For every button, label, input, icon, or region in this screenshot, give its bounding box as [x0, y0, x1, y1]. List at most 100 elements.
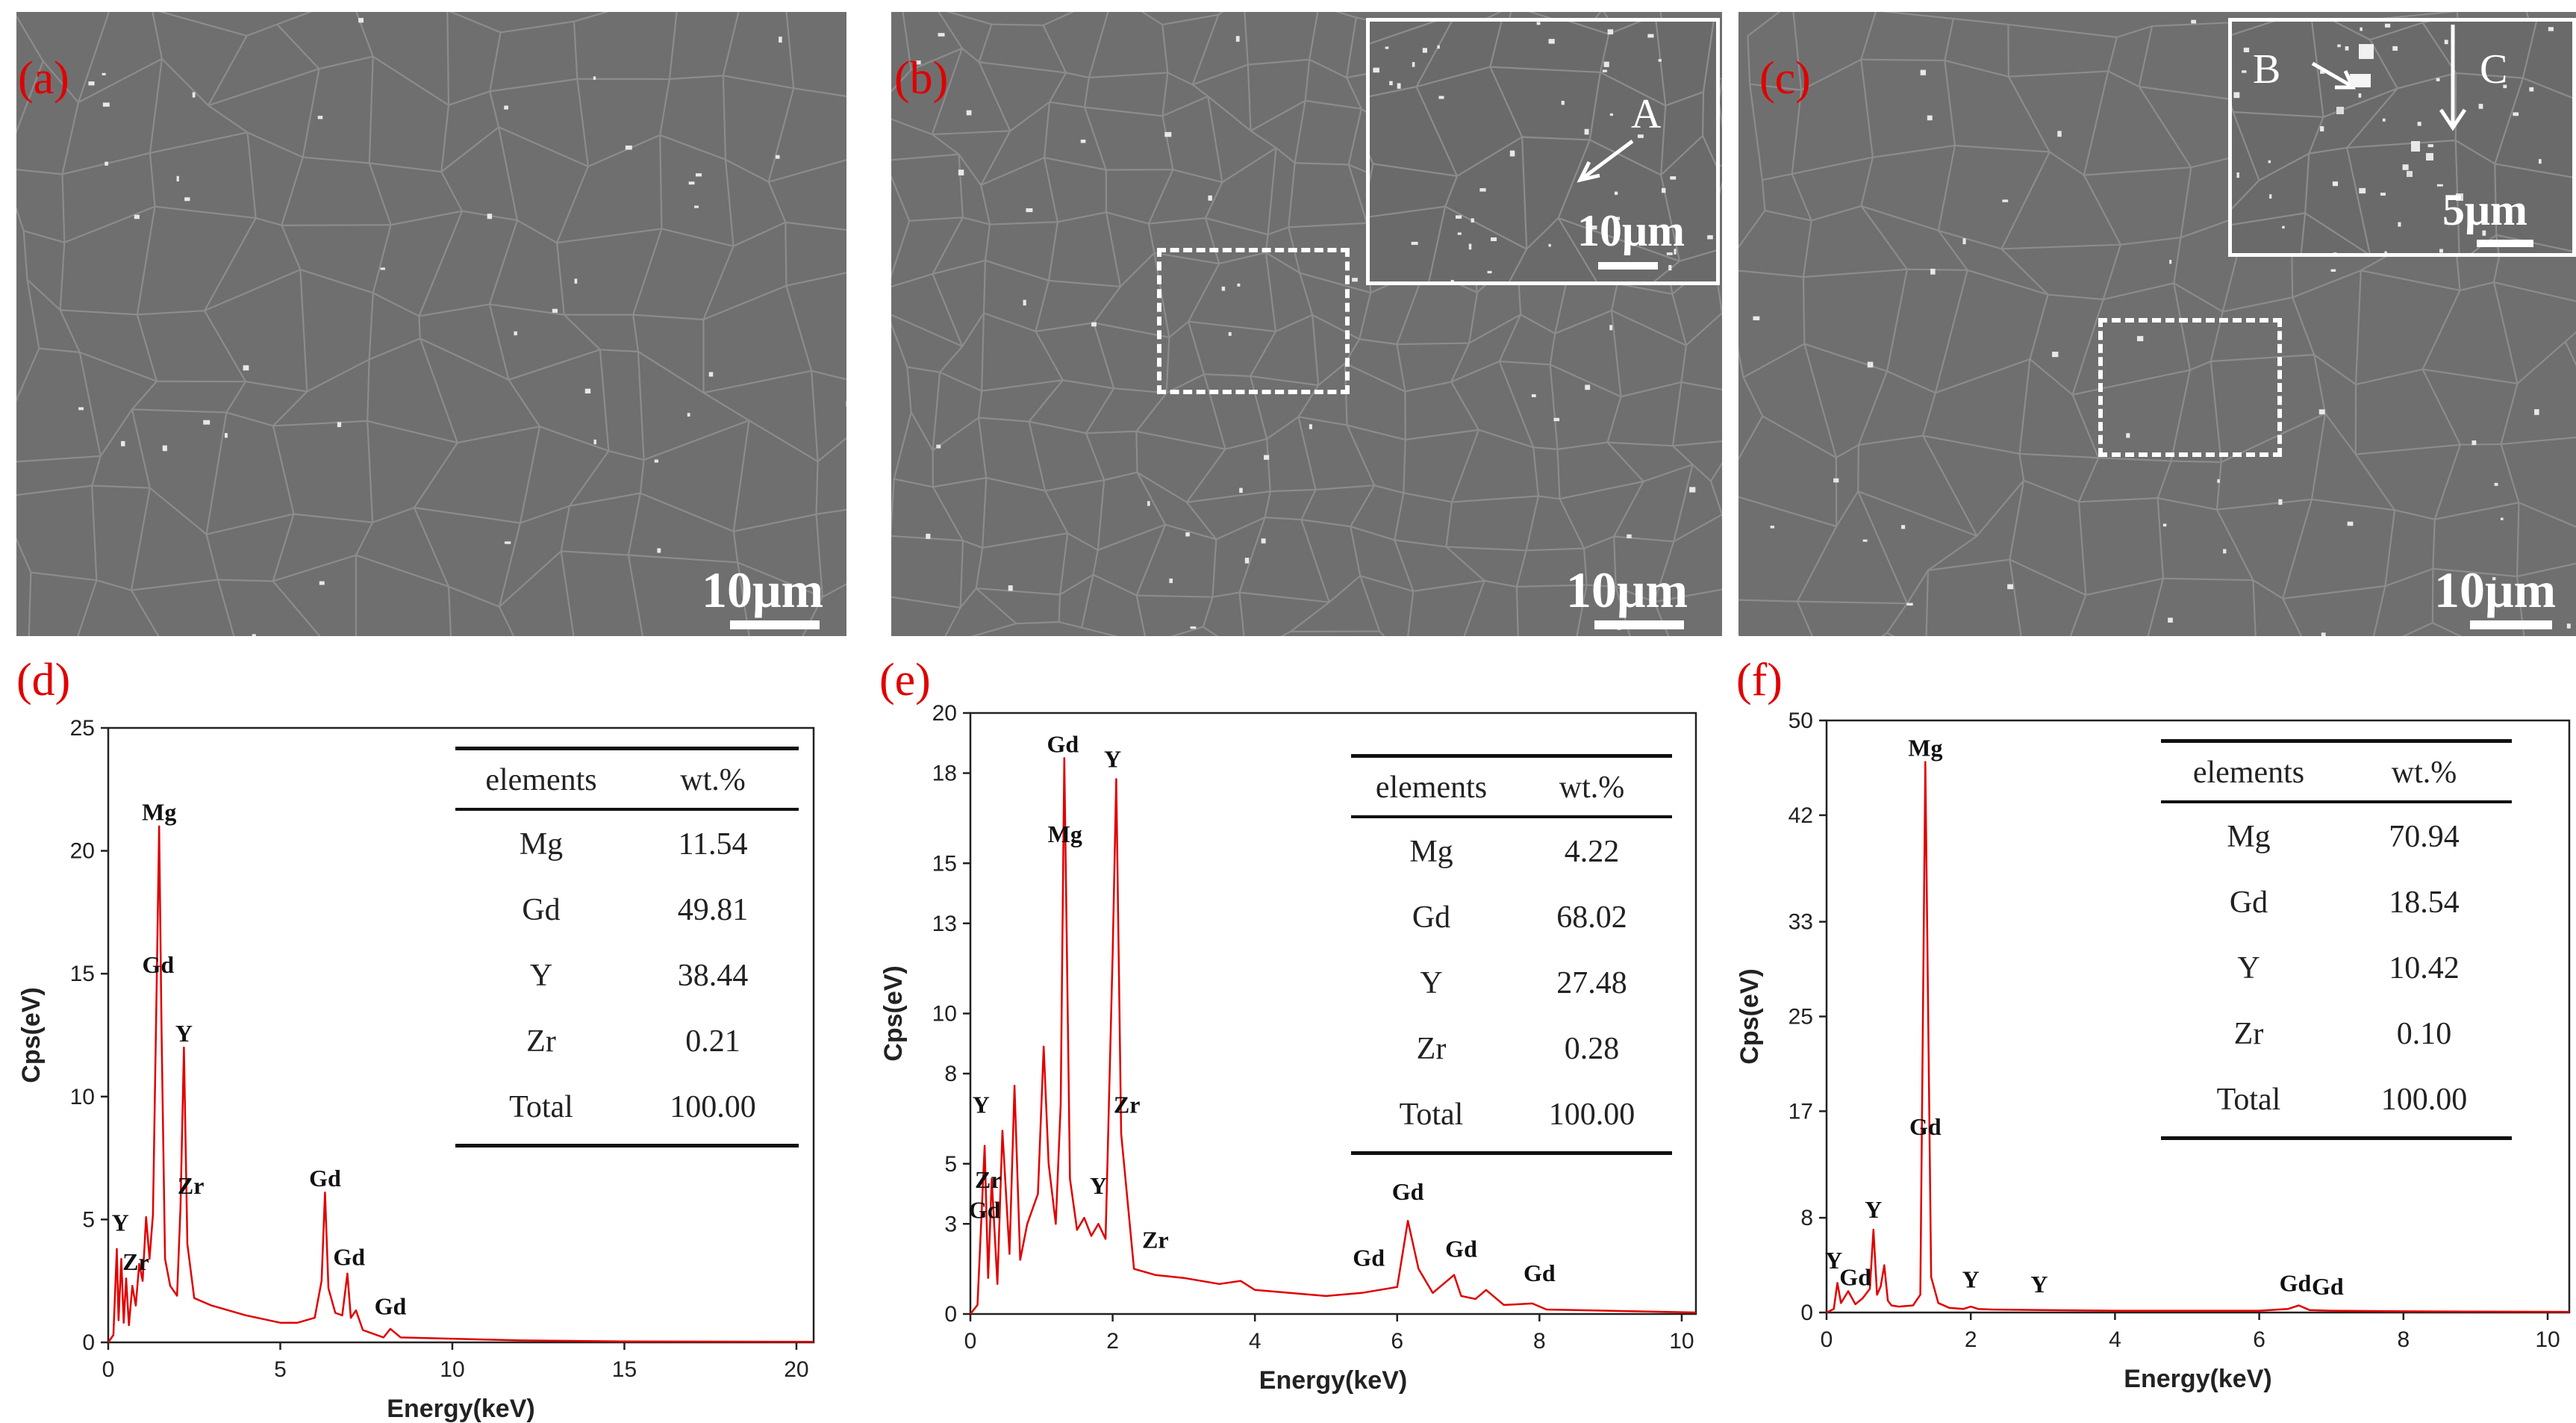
precipitate-particle: [2233, 92, 2240, 99]
grain-boundary: [661, 228, 734, 247]
grain-boundary: [2008, 23, 2118, 38]
grain-boundary: [1927, 558, 2010, 571]
grain-boundary: [931, 48, 964, 135]
grain-boundary: [2078, 497, 2158, 503]
grain-boundary: [2147, 578, 2165, 636]
grain-boundary: [355, 522, 374, 556]
grain-boundary: [368, 56, 374, 164]
grain-boundary: [1394, 539, 1447, 548]
precipitate-particle: [1169, 578, 1173, 583]
grain-boundary: [891, 118, 933, 136]
grain-boundary: [815, 514, 823, 597]
precipitate-particle: [1647, 34, 1654, 38]
grain-texture-a: [16, 12, 846, 636]
grain-boundary: [990, 221, 1058, 225]
grain-boundary: [1204, 373, 1251, 377]
table-cell-wt: 70.94: [2389, 820, 2460, 854]
grain-boundary: [255, 217, 282, 226]
precipitate-particle: [574, 278, 578, 284]
grain-boundary: [2156, 461, 2172, 499]
precipitate-particle: [1397, 83, 1401, 89]
precipitate-particle: [2333, 252, 2337, 253]
grain-boundary: [1161, 72, 1169, 116]
precipitate-particle: [243, 365, 249, 371]
grain-boundary: [1329, 575, 1361, 603]
table-header-wt: wt.%: [1559, 770, 1625, 805]
grain-boundary: [1301, 518, 1351, 528]
precipitate-particle: [1450, 279, 1454, 281]
grain-boundary: [225, 381, 246, 413]
grain-boundary: [767, 87, 795, 182]
table-header-elements: elements: [2192, 756, 2305, 790]
grain-boundary: [1304, 59, 1311, 102]
grain-boundary: [1621, 381, 1682, 398]
grain-boundary: [906, 367, 912, 413]
grain-boundary: [155, 205, 256, 219]
grain-boundary: [1451, 429, 1479, 502]
grain-boundary: [910, 411, 934, 451]
grain-boundary: [1857, 491, 1977, 537]
precipitate-particle: [936, 444, 941, 449]
inset-marker-c: C: [2480, 46, 2508, 93]
grain-boundary: [2311, 498, 2395, 511]
inset-b: A 10μm: [1366, 18, 1720, 285]
precipitate-particle: [1658, 59, 1662, 62]
grain-boundary: [247, 131, 304, 158]
grain-boundary: [985, 259, 1050, 281]
precipitate-particle: [1602, 69, 1607, 72]
grain-boundary: [1373, 163, 1458, 177]
grain-boundary: [26, 279, 40, 349]
grain-boundary: [1613, 536, 1617, 587]
peak-label: Gd: [969, 1196, 1001, 1223]
grain-boundary: [1088, 12, 1109, 78]
grain-boundary: [1207, 96, 1223, 183]
grain-boundary: [369, 162, 442, 173]
y-tick-label: 20: [932, 701, 957, 726]
x-tick-label: 10: [1669, 1329, 1694, 1354]
grain-boundary: [1136, 472, 1167, 526]
grain-boundary: [2077, 502, 2087, 595]
x-tick-label: 5: [274, 1357, 287, 1382]
precipitate-particle: [914, 60, 921, 65]
grain-boundary: [2455, 140, 2495, 165]
grain-boundary: [733, 513, 817, 532]
grain-boundary: [1606, 396, 1622, 443]
table-cell-wt: 0.10: [2396, 1017, 2452, 1051]
grain-boundary: [1085, 387, 1115, 434]
grain-boundary: [367, 420, 374, 523]
grain-boundary: [1058, 533, 1069, 595]
precipitate-particle: [2539, 159, 2542, 164]
grain-boundary: [1860, 59, 1874, 158]
grain-boundary: [1347, 424, 1406, 440]
grain-boundary: [1508, 249, 1528, 281]
grain-boundary: [732, 420, 750, 532]
scale-bar-label-b: 10μm: [1566, 561, 1688, 618]
grain-boundary: [1922, 435, 2020, 455]
grain-boundary: [2346, 87, 2398, 149]
grain-boundary: [1029, 420, 1087, 435]
grain-boundary: [1416, 66, 1491, 88]
grain-boundary: [414, 506, 521, 524]
plot-frame: [107, 726, 815, 1344]
grain-boundary: [293, 513, 373, 523]
precipitate-particle: [1607, 29, 1614, 35]
grain-boundary: [2120, 237, 2181, 246]
grain-boundary: [1498, 314, 1522, 362]
grain-boundary: [440, 105, 450, 172]
table-cell-element: Zr: [2233, 1017, 2264, 1051]
precipitate-particle: [1609, 113, 1613, 116]
grain-boundary: [2470, 234, 2497, 253]
precipitate-particle: [625, 145, 632, 150]
grain-boundary: [413, 507, 450, 588]
spectrum-line: [970, 757, 1697, 1315]
grain-boundary: [1265, 252, 1300, 274]
precipitate-particle: [505, 541, 511, 544]
grain-boundary: [372, 506, 415, 523]
y-tick-label: 10: [70, 1085, 95, 1109]
grain-boundary: [1047, 222, 1058, 281]
grain-boundary: [1976, 479, 2025, 537]
grain-boundary: [1660, 105, 1667, 175]
grain-boundary: [1135, 524, 1167, 596]
grain-boundary: [2083, 71, 2109, 175]
grain-boundary: [891, 174, 911, 222]
